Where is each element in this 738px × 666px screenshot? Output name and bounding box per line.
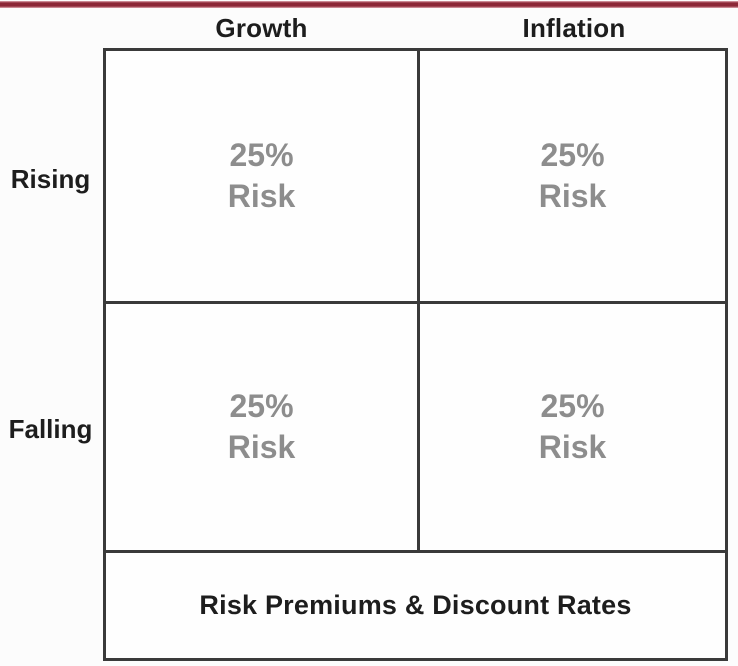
column-header-growth: Growth (215, 13, 308, 43)
risk-matrix-grid: 25% Risk 25% Risk 25% Risk 25% Risk Risk… (103, 48, 728, 661)
quadrant-percent: 25% (540, 137, 605, 174)
footer-band: Risk Premiums & Discount Rates (106, 553, 725, 658)
quadrant-label: Risk (538, 429, 607, 465)
quadrant-percent: 25% (229, 137, 294, 174)
quadrant-rising-inflation: 25% Risk (420, 51, 725, 304)
row-header-rising: Rising (10, 164, 91, 194)
quadrant-rising-growth: 25% Risk (106, 51, 420, 304)
column-header-inflation: Inflation (522, 13, 626, 43)
row-header-falling: Falling (8, 414, 93, 444)
quadrant-percent: 25% (540, 388, 605, 425)
footer-label: Risk Premiums & Discount Rates (199, 590, 632, 620)
quadrant-label: Risk (227, 178, 296, 214)
quadrant-falling-inflation: 25% Risk (420, 304, 725, 553)
quadrant-percent: 25% (229, 388, 294, 425)
quadrant-label: Risk (538, 178, 607, 214)
quadrant-label: Risk (227, 429, 296, 465)
top-accent-rule (0, 1, 738, 8)
quadrant-falling-growth: 25% Risk (106, 304, 420, 553)
